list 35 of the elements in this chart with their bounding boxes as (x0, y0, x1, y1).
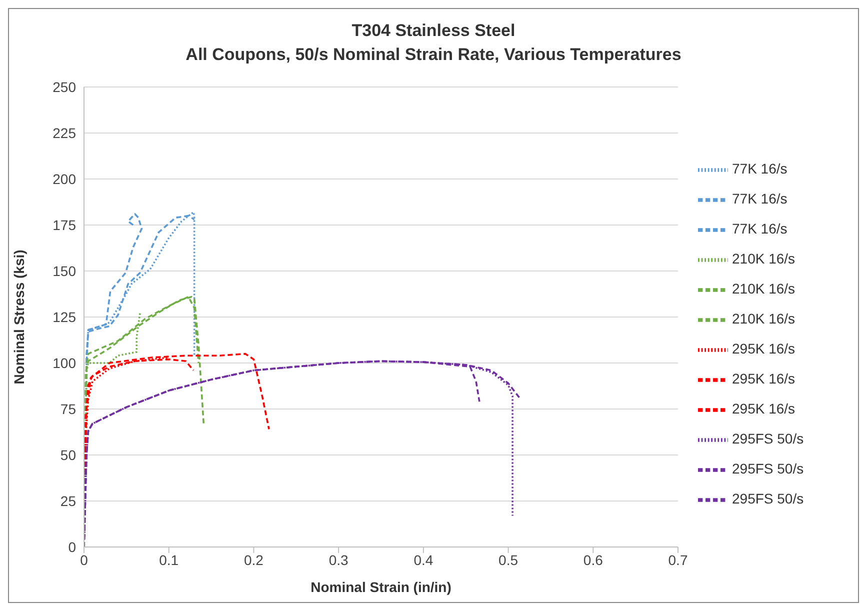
x-tick-label: 0.1 (159, 552, 179, 568)
y-tick-label: 225 (52, 124, 76, 141)
y-tick-label: 0 (68, 538, 76, 555)
y-tick-label: 75 (60, 400, 76, 417)
legend-label: 77K 16/s (732, 190, 788, 206)
y-tick-label: 150 (52, 262, 76, 279)
chart-title: T304 Stainless Steel (350, 20, 516, 42)
legend-label: 77K 16/s (732, 220, 788, 236)
legend-label: 295FS 50/s (732, 460, 804, 476)
x-tick-label: 0.5 (498, 552, 518, 568)
y-tick-label: 125 (52, 308, 76, 325)
legend-label: 295K 16/s (732, 400, 796, 416)
x-tick-label: 0.3 (328, 552, 349, 568)
y-axis-title: Nominal Stress (ksi) (10, 250, 27, 384)
y-tick-label: 250 (52, 78, 76, 95)
x-tick-label: 0.2 (244, 552, 264, 568)
y-tick-label: 100 (52, 354, 76, 371)
chart-subtitle: All Coupons, 50/s Nominal Strain Rate, Various Temperatures (184, 44, 682, 66)
legend-label: 210K 16/s (732, 250, 796, 266)
legend-label: 295K 16/s (732, 370, 796, 386)
x-tick-label: 0.6 (583, 552, 604, 568)
legend-label: 210K 16/s (732, 280, 796, 296)
y-tick-label: 200 (52, 170, 76, 187)
x-tick-label: 0.4 (414, 552, 434, 568)
legend-label: 295K 16/s (732, 340, 796, 356)
legend-label: 77K 16/s (732, 160, 788, 176)
x-axis-title: Nominal Strain (in/in) (310, 579, 452, 595)
x-tick-label: 0 (80, 552, 88, 568)
y-tick-label: 25 (60, 492, 76, 509)
y-tick-label: 175 (52, 216, 76, 233)
legend-label: 210K 16/s (732, 310, 796, 326)
legend-label: 295FS 50/s (732, 430, 804, 446)
x-tick-label: 0.7 (668, 552, 688, 568)
legend-label: 295FS 50/s (732, 490, 804, 506)
y-tick-label: 50 (60, 446, 76, 463)
